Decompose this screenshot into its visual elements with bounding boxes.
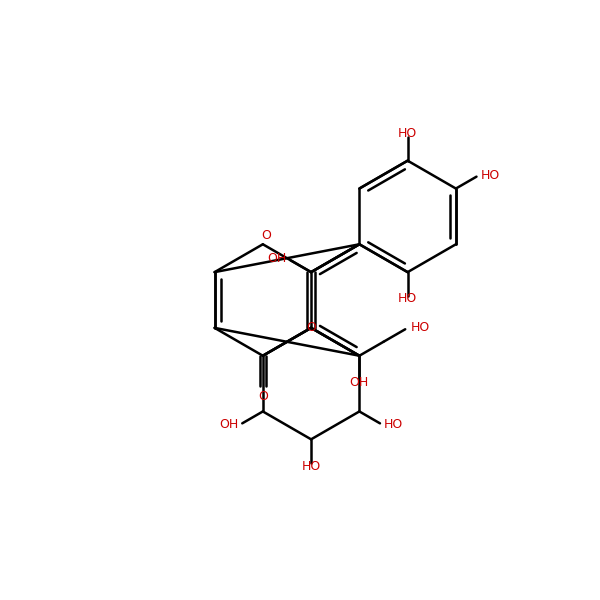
Text: OH: OH [350, 376, 369, 389]
Text: HO: HO [398, 127, 417, 140]
Text: HO: HO [384, 418, 403, 431]
Text: O: O [262, 229, 271, 242]
Text: HO: HO [410, 321, 430, 334]
Text: HO: HO [398, 292, 417, 305]
Text: O: O [306, 322, 316, 334]
Text: OH: OH [268, 252, 287, 265]
Text: HO: HO [301, 460, 321, 473]
Text: OH: OH [219, 418, 238, 431]
Text: HO: HO [481, 169, 500, 182]
Text: O: O [258, 390, 268, 403]
